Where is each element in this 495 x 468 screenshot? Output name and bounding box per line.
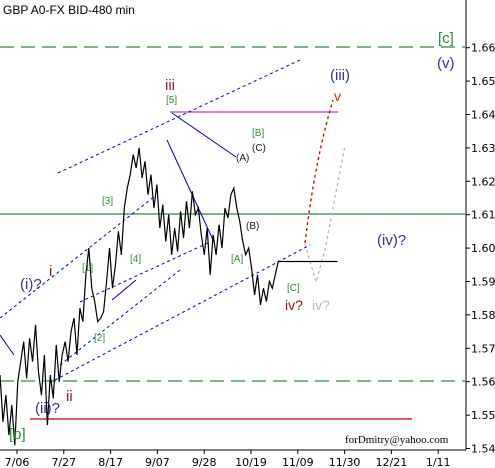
price-series-line <box>0 147 338 446</box>
x-tick-label: 10/19 <box>235 456 267 468</box>
channel-mid-2 <box>59 269 181 366</box>
forecast-lines <box>304 99 346 285</box>
channel-upper-2 <box>0 195 156 319</box>
x-tick-label: 9/28 <box>192 456 217 468</box>
annotation-a-bracket: [A] <box>231 254 243 265</box>
annotation-c-bracket: [c] <box>438 30 454 47</box>
forecast-red <box>304 99 334 244</box>
y-tick-label: 1.58 <box>471 309 495 322</box>
annotation-iv-question: iv? <box>285 297 303 313</box>
annotation-ii: ii <box>66 388 73 405</box>
x-tick-label: 1/11 <box>426 456 451 468</box>
x-tick-label: 7/27 <box>51 456 76 468</box>
annotation-iii: iii <box>165 77 175 94</box>
annotation-b-paren: (B) <box>246 221 259 232</box>
annotation-iv-paren: (iv)? <box>377 232 406 249</box>
annotation-1-bracket: [1] <box>82 263 93 274</box>
x-tick-label: 7/06 <box>5 456 30 468</box>
plot-frame <box>0 0 467 451</box>
x-tick-label: 12/21 <box>376 456 408 468</box>
chart-title: GBP A0-FX BID-480 min <box>3 3 135 17</box>
annotation-5-bracket: [5] <box>166 95 177 106</box>
trend-line-4 <box>0 334 15 356</box>
y-tick-label: 1.61 <box>471 209 495 222</box>
annotation-3-bracket: [3] <box>102 196 113 207</box>
y-tick-label: 1.55 <box>471 409 495 422</box>
annotation-2-bracket: [2] <box>94 333 105 344</box>
annotation-v-red: v <box>334 88 341 104</box>
forecast-gray <box>304 144 346 285</box>
y-axis: 1.54 1.55 1.56 1.57 1.58 1.59 1.60 1.61 1.62 1.63… <box>466 42 495 456</box>
annotation-b-bracket-lower: [b] <box>9 426 26 443</box>
x-tick-label: 9/07 <box>145 456 170 468</box>
y-tick-label: 1.59 <box>471 276 495 289</box>
watermark: forDmitry@yahoo.com <box>345 434 449 446</box>
y-tick-label: 1.56 <box>471 376 495 389</box>
trend-line-1 <box>171 112 237 158</box>
annotation-4-bracket: [4] <box>130 254 141 265</box>
annotations: [c] (v) (iii) v iii [5] [B] (A) (C) (B) … <box>9 30 455 443</box>
annotation-iv-question-gray: iv? <box>312 297 330 313</box>
annotation-b-bracket-upper: [B] <box>252 128 264 139</box>
trend-line-2 <box>166 139 215 243</box>
y-tick-label: 1.65 <box>471 75 495 88</box>
trend-line-3 <box>111 279 137 301</box>
level-lines <box>0 46 465 420</box>
annotation-v-paren: (v) <box>437 55 455 72</box>
x-axis: 7/06 7/27 8/17 9/07 9/28 10/19 11/09 11/30 12/21… <box>5 450 451 468</box>
annotation-i-paren: (i)? <box>20 276 42 293</box>
channel-lower-2 <box>54 244 311 381</box>
y-tick-label: 1.57 <box>471 342 495 355</box>
channel-lines <box>0 59 311 381</box>
x-tick-label: 11/30 <box>329 456 361 468</box>
y-tick-label: 1.64 <box>471 109 495 122</box>
annotation-i: i <box>49 263 52 280</box>
x-tick-label: 11/09 <box>282 456 314 468</box>
annotation-c-paren: (C) <box>252 143 266 154</box>
channel-upper-1 <box>57 59 301 174</box>
y-tick-label: 1.60 <box>471 242 495 255</box>
annotation-ii-paren: (ii)? <box>35 400 60 417</box>
annotation-iii-paren: (iii) <box>330 67 350 84</box>
x-tick-label: 8/17 <box>98 456 123 468</box>
y-tick-label: 1.63 <box>471 142 495 155</box>
y-tick-label: 1.54 <box>471 443 495 456</box>
y-tick-label: 1.66 <box>471 42 495 55</box>
annotation-c-bracket-lower: [C] <box>287 283 300 294</box>
y-tick-label: 1.62 <box>471 175 495 188</box>
annotation-a-paren: (A) <box>236 153 249 164</box>
